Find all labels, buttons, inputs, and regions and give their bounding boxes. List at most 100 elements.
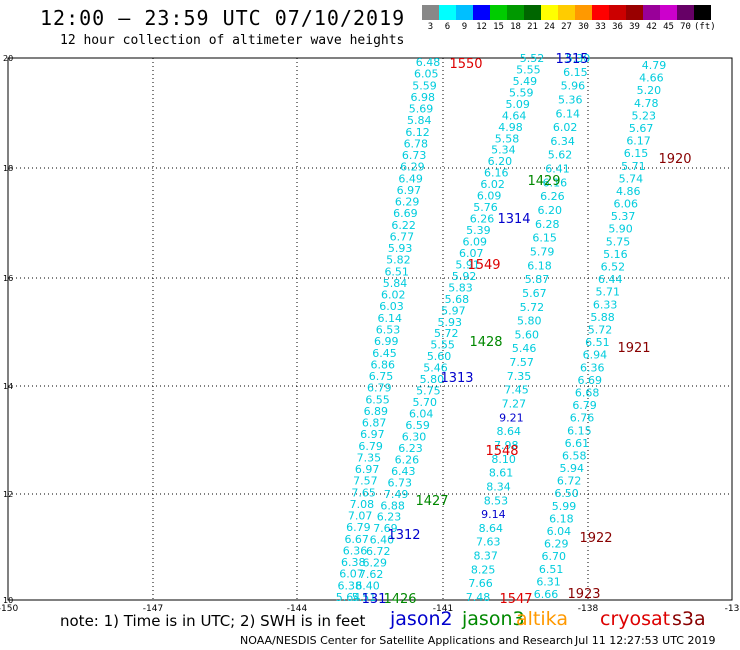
scale-label: 6: [444, 22, 451, 32]
wave-height-value: 6.88: [380, 499, 405, 512]
wave-height-value: 6.99: [374, 335, 399, 348]
wave-height-value: 5.72: [588, 324, 613, 337]
wave-height-value: 6.45: [372, 347, 397, 360]
wave-height-value: 6.18: [549, 512, 574, 525]
pass-time-label: 1922: [579, 531, 612, 546]
scale-label: 70: [680, 22, 691, 32]
wave-height-value: 7.08: [350, 498, 375, 511]
scale-swatch: [592, 5, 609, 20]
legend-entry-cryosat: cryosat: [600, 608, 671, 630]
wave-height-value: 6.97: [397, 184, 422, 197]
wave-height-value: 5.59: [412, 79, 437, 92]
wave-height-value: 8.34: [486, 480, 511, 493]
wave-height-value: 7.63: [476, 536, 501, 549]
wave-height-value: 7.69: [373, 522, 398, 535]
wave-height-value: 6.29: [362, 557, 387, 570]
wave-height-value: 6.87: [362, 417, 387, 430]
wave-height-value: 6.43: [391, 465, 416, 478]
wave-height-value: 6.79: [358, 440, 383, 453]
wave-height-value: 6.51: [384, 265, 409, 278]
wave-height-value: 7.48: [466, 591, 491, 604]
wave-height-value: 5.87: [525, 273, 550, 286]
wave-height-value: 8.10: [491, 453, 516, 466]
wave-height-value: 8.64: [479, 522, 504, 535]
wave-height-value: 6.55: [365, 393, 390, 406]
wave-height-value: 5.68: [445, 293, 470, 306]
latitude-label: 10: [3, 596, 13, 605]
pass-time-label: 131: [362, 592, 387, 607]
wave-height-value: 7.57: [353, 475, 378, 488]
wave-height-value: 6.20: [538, 204, 563, 217]
scale-swatch: [456, 5, 473, 20]
scale-label: 18: [510, 22, 521, 32]
legend-entry-s3a: s3a: [672, 608, 706, 630]
wave-height-value: 6.73: [402, 149, 427, 162]
longitude-label: -13: [725, 604, 740, 614]
wave-height-value: 6.06: [613, 198, 638, 211]
scale-label: 15: [493, 22, 504, 32]
wave-height-value: 7.65: [351, 486, 376, 499]
wave-height-value: 5.46: [423, 362, 448, 375]
wave-height-value: 6.34: [550, 135, 575, 148]
wave-height-value: 6.59: [405, 419, 430, 432]
wave-height-value: 6.66: [534, 588, 559, 601]
wave-height-value: 6.58: [562, 449, 587, 462]
page-title: 12:00 – 23:59 UTC 07/10/2019: [40, 6, 406, 30]
wave-height-value: 5.16: [603, 248, 628, 261]
wave-height-value: 5.83: [448, 281, 473, 294]
scale-label: 36: [612, 22, 623, 32]
wave-height-value: 6.77: [390, 230, 415, 243]
wave-height-value: 6.94: [583, 349, 608, 362]
wave-height-value: 6.51: [585, 336, 610, 349]
wave-height-value: 6.17: [626, 135, 651, 148]
wave-height-value: 5.99: [552, 500, 577, 513]
wave-height-value: 5.46: [512, 342, 537, 355]
scale-label: (ft): [694, 22, 716, 32]
wave-height-value: 5.58: [495, 132, 520, 145]
pass-time-label: 1315: [555, 52, 588, 67]
pass-time-label: 1920: [658, 152, 691, 167]
wave-height-value: 5.20: [637, 84, 662, 97]
wave-height-value: 6.50: [554, 487, 579, 500]
wave-height-value: 5.55: [516, 63, 541, 76]
wave-height-value: 6.09: [463, 235, 488, 248]
wave-height-value: 6.12: [405, 126, 430, 139]
wave-height-value: 6.78: [404, 137, 429, 150]
pass-time-label: 1314: [497, 212, 530, 227]
wave-height-value: 6.40: [355, 580, 380, 593]
wave-height-value: 6.03: [379, 300, 404, 313]
wave-height-value: 6.05: [414, 68, 439, 81]
wave-height-value: 6.23: [398, 442, 423, 455]
longitude-label: -147: [143, 604, 163, 614]
wave-height-value: 5.70: [413, 396, 438, 409]
wave-height-value: 6.16: [484, 167, 509, 180]
wave-height-value: 6.79: [346, 521, 371, 534]
wave-height-value: 8.37: [473, 550, 498, 563]
scale-swatch: [524, 5, 541, 20]
wave-height-value: 6.69: [393, 207, 418, 220]
wave-height-value: 5.90: [608, 223, 633, 236]
wave-height-value: 5.59: [509, 86, 534, 99]
wave-height-value: 6.51: [539, 563, 564, 576]
wave-height-value: 4.79: [642, 59, 667, 72]
legend-entry-jason2: jason2: [390, 608, 453, 630]
pass-time-label: 1313: [440, 371, 473, 386]
pass-time-label: 1921: [617, 341, 650, 356]
wave-height-value: 5.84: [407, 114, 432, 127]
wave-height-value: 6.69: [577, 374, 602, 387]
scale-label: 21: [527, 22, 538, 32]
pass-time-label: 1426: [383, 592, 416, 607]
scale-label: 9: [461, 22, 468, 32]
wave-height-value: 6.09: [477, 190, 502, 203]
wave-height-value: 6.23: [377, 511, 402, 524]
wave-height-value: 6.15: [624, 147, 649, 160]
wave-height-value: 9.21: [499, 411, 524, 424]
wave-height-value: 7.49: [384, 488, 409, 501]
wave-height-value: 5.36: [558, 93, 583, 106]
wave-height-value: 6.15: [563, 66, 588, 79]
latitude-label: 12: [3, 490, 13, 499]
wave-height-value: 7.57: [509, 356, 534, 369]
wave-height-value: 5.93: [388, 242, 413, 255]
wave-height-value: 8.53: [484, 494, 509, 507]
wave-height-value: 6.26: [540, 190, 565, 203]
